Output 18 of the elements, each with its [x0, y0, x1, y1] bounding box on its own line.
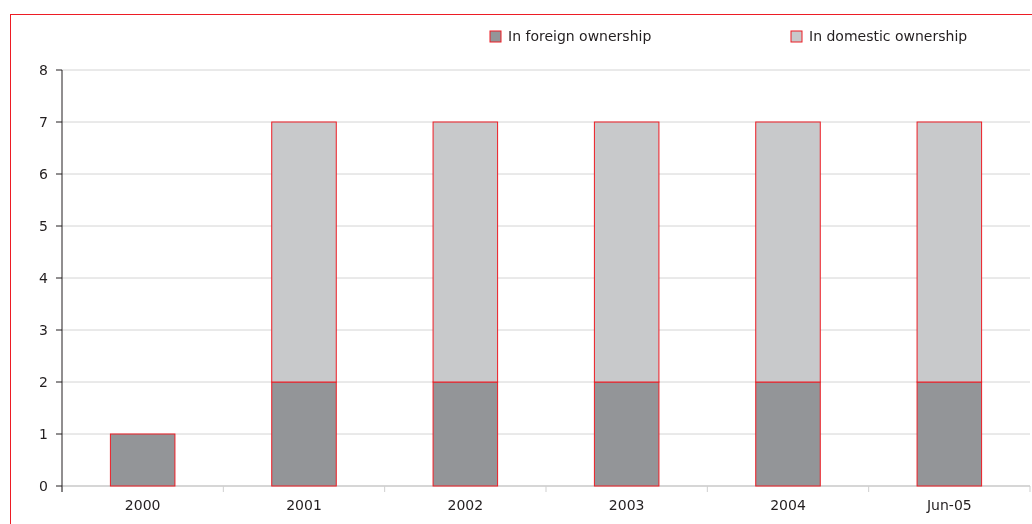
y-tick-label: 8	[39, 61, 48, 78]
x-tick-label: 2000	[124, 497, 161, 513]
x-tick-label: 2004	[770, 497, 806, 513]
y-tick-label: 7	[39, 113, 48, 130]
y-tick-label: 4	[39, 269, 49, 286]
bar	[109, 433, 176, 487]
legend-label: In domestic ownership	[809, 27, 968, 44]
x-tick-label: Jun-05	[925, 497, 972, 513]
y-tick-label: 2	[39, 373, 48, 390]
x-tick-label: 2003	[608, 497, 645, 513]
y-tick-label: 3	[39, 321, 48, 338]
x-tick-label: 2002	[447, 497, 484, 513]
y-tick-label: 1	[39, 425, 48, 442]
x-tick-label: 2001	[286, 497, 322, 513]
legend-label: In foreign ownership	[508, 27, 652, 44]
y-tick-label: 5	[39, 217, 48, 234]
y-tick-label: 6	[39, 165, 49, 182]
y-tick-label: 0	[39, 477, 48, 494]
